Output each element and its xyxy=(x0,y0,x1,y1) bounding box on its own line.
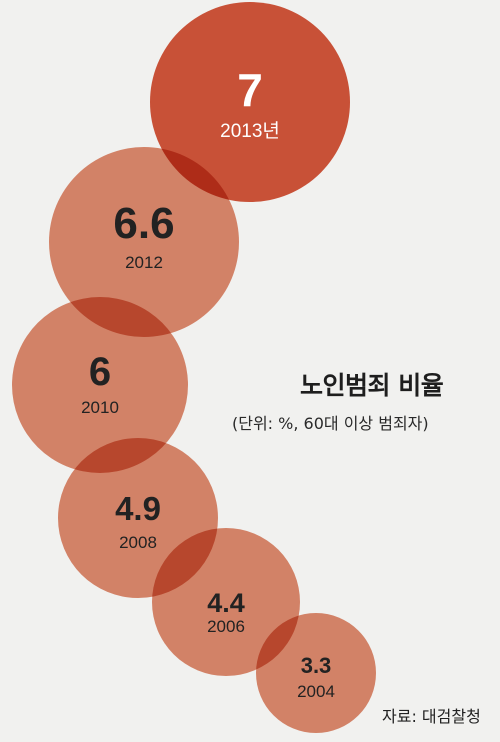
bubble-year-2013: 2013년 xyxy=(220,120,280,142)
bubble-value-2010: 6 xyxy=(89,350,111,394)
bubble-year-2006: 2006 xyxy=(207,617,245,636)
bubble-value-2004: 3.3 xyxy=(301,653,332,678)
bubble-2013 xyxy=(150,2,350,202)
bubble-value-2006: 4.4 xyxy=(207,588,245,618)
bubble-2010 xyxy=(12,297,188,473)
bubble-year-2010: 2010 xyxy=(81,398,119,417)
bubble-year-2012: 2012 xyxy=(125,253,163,272)
chart-subtitle: (단위: %, 60대 이상 범죄자) xyxy=(232,414,429,433)
bubble-value-2013: 7 xyxy=(237,64,263,116)
chart-title: 노인범죄 비율 xyxy=(300,371,444,400)
bubble-value-2008: 4.9 xyxy=(115,490,161,527)
bubble-2008 xyxy=(58,438,218,598)
chart-source: 자료: 대검찰청 xyxy=(382,707,481,726)
bubble-year-2008: 2008 xyxy=(119,533,157,552)
bubble-2012 xyxy=(49,147,239,337)
bubble-value-2012: 6.6 xyxy=(113,199,174,248)
bubble-year-2004: 2004 xyxy=(297,682,335,701)
